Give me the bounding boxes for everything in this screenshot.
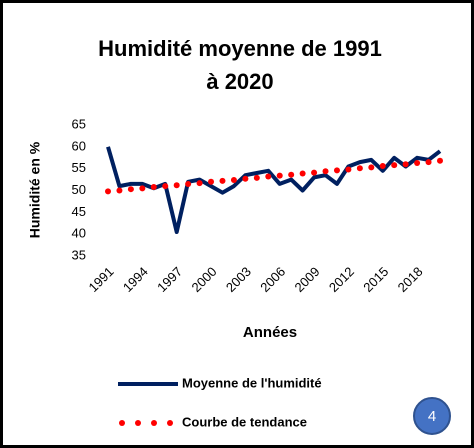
trend-dot — [185, 180, 192, 187]
legend-label: Moyenne de l'humidité — [182, 375, 322, 390]
trend-dot — [391, 162, 398, 169]
trend-dot — [299, 170, 306, 177]
trend-dot — [437, 157, 443, 164]
trend-dot — [425, 159, 432, 166]
trend-dot — [173, 182, 180, 189]
trend-dot — [265, 173, 272, 180]
legend-label: Courbe de tendance — [182, 414, 307, 429]
y-tick-label: 45 — [72, 204, 86, 219]
y-tick-label: 50 — [72, 182, 86, 197]
legend-swatch — [119, 420, 125, 426]
trend-dot — [127, 186, 134, 193]
trend-dot — [333, 167, 340, 174]
trend-dot — [242, 175, 249, 182]
trend-dot — [288, 171, 295, 178]
trend-dot — [253, 174, 260, 181]
trend-dot — [196, 180, 203, 187]
legend-swatch — [151, 420, 157, 426]
y-tick-label: 60 — [72, 138, 86, 153]
x-axis-label: Années — [243, 324, 297, 341]
trend-dot — [139, 185, 146, 192]
trend-dot — [208, 178, 215, 185]
trend-dot — [162, 183, 169, 190]
trend-dot — [322, 168, 329, 175]
trend-dot — [345, 166, 352, 173]
chart-title: Humidité moyenne de 1991 — [98, 36, 382, 61]
y-tick-label: 65 — [72, 116, 86, 131]
trend-dot — [368, 164, 375, 171]
y-axis-label: Humidité en % — [27, 141, 43, 238]
trend-dot — [414, 159, 421, 166]
legend-swatch — [167, 420, 173, 426]
y-tick-label: 55 — [72, 160, 86, 175]
trend-dot — [379, 163, 386, 170]
legend-swatch — [135, 420, 141, 426]
chart-title: à 2020 — [206, 69, 273, 94]
y-tick-label: 40 — [72, 226, 86, 241]
trend-dot — [116, 187, 123, 194]
trend-dot — [402, 161, 409, 168]
trend-dot — [276, 172, 283, 179]
trend-dot — [311, 169, 318, 176]
trend-dot — [356, 165, 363, 172]
trend-dot — [230, 177, 237, 184]
badge — [413, 397, 451, 435]
trend-dot — [219, 177, 226, 184]
trend-dot — [105, 188, 111, 195]
trend-dot — [150, 184, 157, 191]
badge-label: 4 — [428, 408, 436, 425]
y-tick-label: 35 — [72, 247, 86, 262]
